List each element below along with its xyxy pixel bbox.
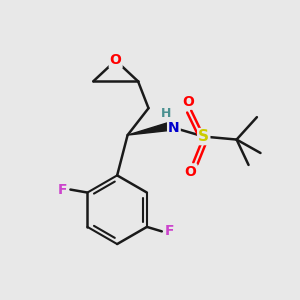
- Text: F: F: [164, 224, 174, 239]
- Polygon shape: [128, 122, 172, 135]
- Text: H: H: [161, 107, 172, 120]
- Text: S: S: [198, 129, 209, 144]
- Text: O: O: [182, 94, 194, 109]
- Text: N: N: [168, 121, 180, 135]
- Text: O: O: [110, 53, 122, 68]
- Text: O: O: [184, 164, 196, 178]
- Text: F: F: [58, 183, 68, 196]
